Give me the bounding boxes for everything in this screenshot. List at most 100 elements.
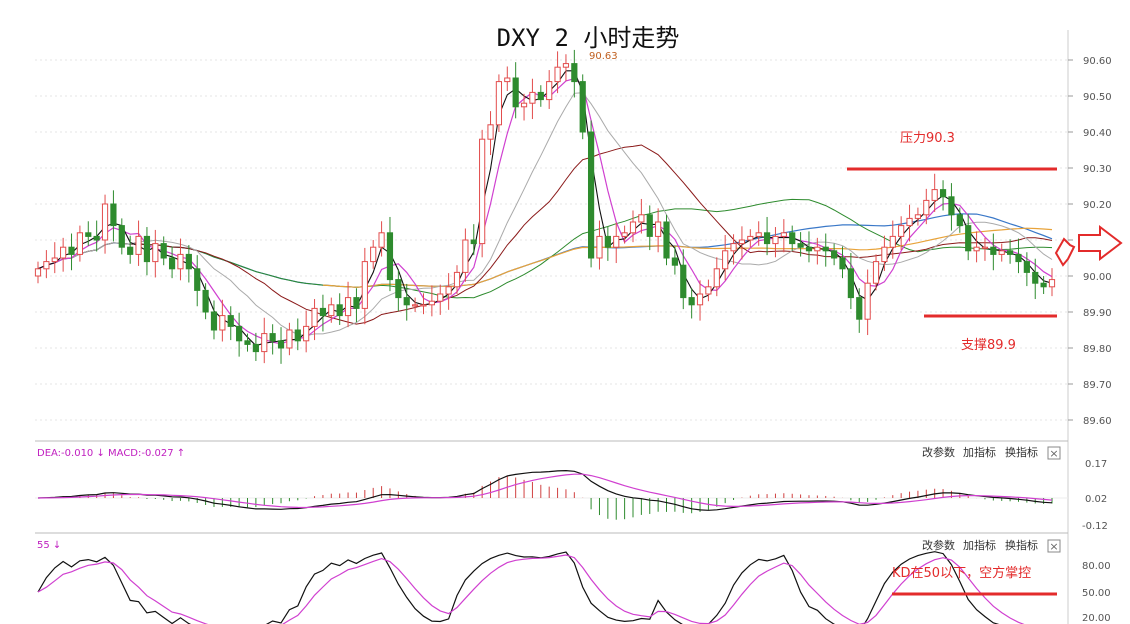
candle-body bbox=[956, 214, 963, 227]
candle-body bbox=[403, 297, 410, 306]
candle-body bbox=[755, 232, 762, 237]
candle-body bbox=[973, 246, 980, 252]
candle-body bbox=[495, 81, 503, 126]
candle-body bbox=[638, 214, 645, 223]
candle-body bbox=[998, 250, 1005, 255]
candle-body bbox=[236, 325, 243, 342]
candle-body bbox=[378, 232, 385, 248]
right-arrow-icon bbox=[1078, 224, 1123, 262]
y-tick-label: 89.60 bbox=[1083, 416, 1112, 427]
kd-tick: 20.00 bbox=[1082, 613, 1111, 624]
candle-body bbox=[965, 225, 972, 252]
macd-tick: 0.17 bbox=[1085, 459, 1107, 470]
candle-body bbox=[872, 261, 880, 284]
candle-body bbox=[202, 289, 209, 313]
candle-body bbox=[487, 124, 494, 140]
resistance-label: 压力90.3 bbox=[900, 131, 955, 146]
candle-body bbox=[479, 138, 486, 245]
ma3-line bbox=[37, 70, 1053, 347]
candle-body bbox=[412, 304, 419, 307]
add-indicator-button[interactable]: 加指标 bbox=[963, 445, 996, 459]
candle-body bbox=[537, 91, 544, 101]
candle-body bbox=[713, 268, 720, 288]
support-label: 支撑89.9 bbox=[961, 338, 1016, 353]
candle-body bbox=[562, 63, 570, 68]
candle-body bbox=[286, 329, 293, 349]
edit-params-button[interactable]: 改参数 bbox=[922, 538, 955, 552]
candle-body bbox=[546, 81, 553, 101]
candle-body bbox=[898, 225, 905, 237]
candle-body bbox=[696, 293, 704, 306]
candle-body bbox=[705, 286, 712, 295]
candle-body bbox=[730, 243, 737, 252]
candle-body bbox=[177, 253, 184, 270]
candle-body bbox=[596, 235, 603, 259]
ma5-line bbox=[37, 78, 1053, 345]
candle-body bbox=[529, 91, 536, 104]
gridlines bbox=[35, 30, 1069, 624]
candle-body bbox=[671, 257, 678, 266]
candle-body bbox=[856, 297, 863, 320]
candle-body bbox=[68, 246, 75, 255]
candle-body bbox=[135, 235, 142, 255]
candle-body bbox=[453, 271, 461, 288]
candlestick-series bbox=[34, 49, 1056, 364]
close-icon[interactable] bbox=[1047, 539, 1061, 553]
y-tick-label: 90.00 bbox=[1083, 272, 1112, 283]
candle-body bbox=[621, 232, 628, 237]
candle-body bbox=[839, 257, 846, 270]
candle-body bbox=[923, 199, 930, 216]
candle-body bbox=[160, 243, 167, 259]
candle-body bbox=[470, 239, 477, 245]
candle-body bbox=[520, 102, 528, 108]
candle-body bbox=[688, 297, 695, 306]
candle-body bbox=[152, 243, 159, 263]
candle-body bbox=[571, 63, 578, 83]
candle-body bbox=[1015, 253, 1022, 263]
candle-body bbox=[805, 246, 813, 252]
candle-body bbox=[655, 221, 662, 237]
candle-body bbox=[85, 232, 92, 237]
candle-body bbox=[1040, 282, 1047, 288]
candle-body bbox=[881, 246, 888, 263]
swap-indicator-button[interactable]: 换指标 bbox=[1005, 445, 1038, 459]
candle-body bbox=[51, 257, 58, 263]
candle-body bbox=[906, 217, 913, 227]
candle-body bbox=[336, 304, 343, 317]
candle-body bbox=[504, 77, 511, 83]
kd-note-label: KD在50以下，空方掌控 bbox=[892, 565, 1031, 581]
candle-body bbox=[462, 239, 469, 273]
y-tick-label: 90.50 bbox=[1083, 92, 1112, 103]
swap-indicator-button[interactable]: 换指标 bbox=[1005, 538, 1038, 552]
candle-body bbox=[680, 264, 687, 299]
candle-body bbox=[604, 235, 611, 248]
candle-body bbox=[1023, 261, 1030, 273]
candle-body bbox=[34, 268, 42, 277]
ma12-line bbox=[37, 92, 1053, 337]
macd-dea-line bbox=[37, 473, 1053, 509]
y-tick-label: 90.40 bbox=[1083, 128, 1112, 139]
close-glyph: × bbox=[1049, 540, 1058, 553]
candle-body bbox=[831, 250, 838, 259]
candle-body bbox=[110, 203, 117, 227]
candle-body bbox=[814, 246, 821, 252]
macd-label: DEA:-0.010 ↓ MACD:-0.027 ↑ bbox=[37, 448, 185, 459]
candle-body bbox=[386, 232, 394, 281]
edit-params-button[interactable]: 改参数 bbox=[922, 445, 955, 459]
candle-body bbox=[1007, 250, 1014, 255]
kd-pane bbox=[37, 551, 1025, 624]
y-tick-label: 89.70 bbox=[1083, 380, 1112, 391]
kd-d-line bbox=[37, 554, 1025, 624]
candle-body bbox=[252, 343, 259, 353]
candle-body bbox=[244, 340, 251, 345]
candle-body bbox=[889, 235, 896, 248]
high-price-label: 90.63 bbox=[589, 51, 618, 62]
candle-body bbox=[445, 286, 452, 295]
y-tick-label: 90.20 bbox=[1083, 200, 1112, 211]
close-icon[interactable] bbox=[1047, 446, 1061, 460]
add-indicator-button[interactable]: 加指标 bbox=[963, 538, 996, 552]
candle-body bbox=[738, 239, 746, 245]
candle-body bbox=[780, 232, 787, 237]
candle-body bbox=[319, 307, 327, 317]
candle-body bbox=[646, 214, 653, 237]
